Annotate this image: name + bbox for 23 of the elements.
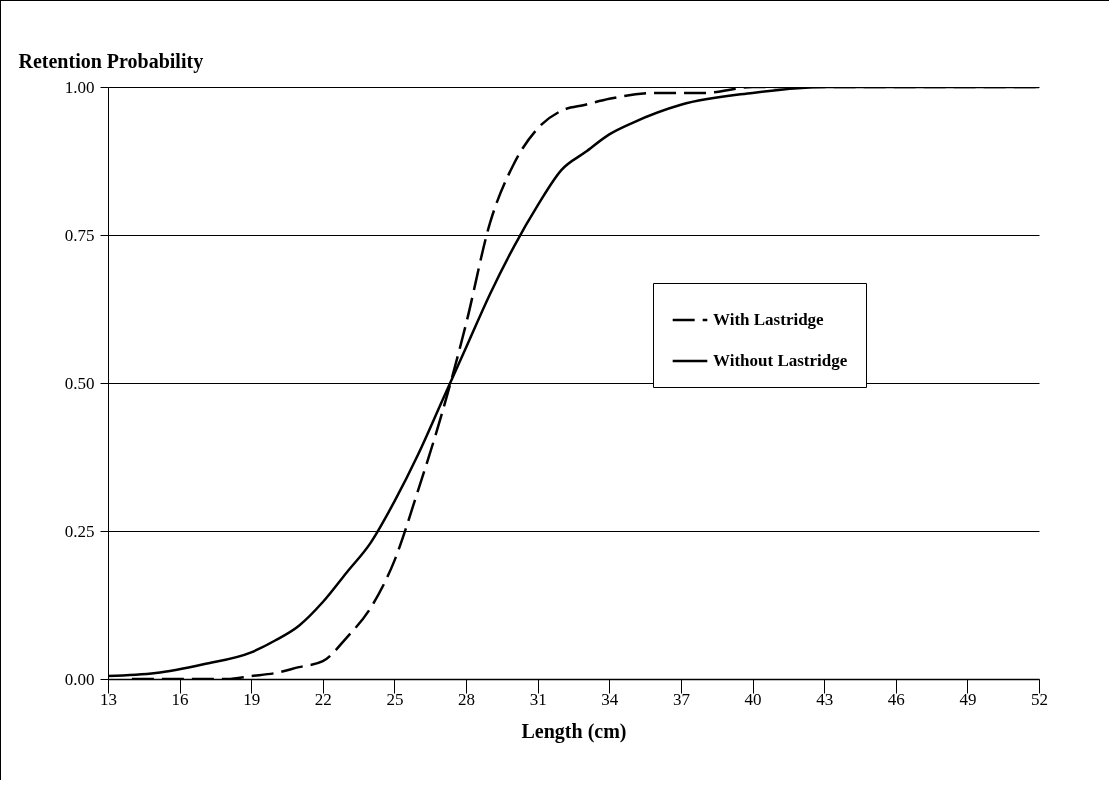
- x-tick-label: 43: [816, 689, 834, 709]
- x-tick-label: 37: [672, 689, 691, 709]
- x-tick-label: 40: [744, 689, 762, 709]
- x-tick-label: 31: [529, 689, 547, 709]
- y-tick-label: 0.75: [64, 225, 95, 245]
- legend-label: With Lastridge: [713, 310, 825, 329]
- x-tick-label: 46: [887, 689, 905, 709]
- x-tick-label: 34: [601, 689, 619, 709]
- y-tick-label: 0.50: [64, 373, 95, 393]
- y-tick-label: 0.00: [64, 669, 95, 689]
- x-tick-label: 19: [243, 689, 261, 709]
- x-tick-label: 28: [458, 689, 476, 709]
- x-tick-label: 52: [1031, 689, 1048, 709]
- legend-label: Without Lastridge: [713, 351, 848, 370]
- y-tick-label: 1.00: [64, 77, 95, 97]
- y-tick-label: 0.25: [64, 521, 95, 541]
- x-tick-label: 13: [100, 689, 117, 709]
- y-axis-title: Retention Probability: [18, 49, 204, 73]
- x-tick-label: 22: [314, 689, 332, 709]
- x-axis-title: Length (cm): [521, 719, 627, 743]
- x-tick-label: 49: [959, 689, 977, 709]
- x-tick-label: 16: [171, 689, 189, 709]
- x-tick-label: 25: [386, 689, 404, 709]
